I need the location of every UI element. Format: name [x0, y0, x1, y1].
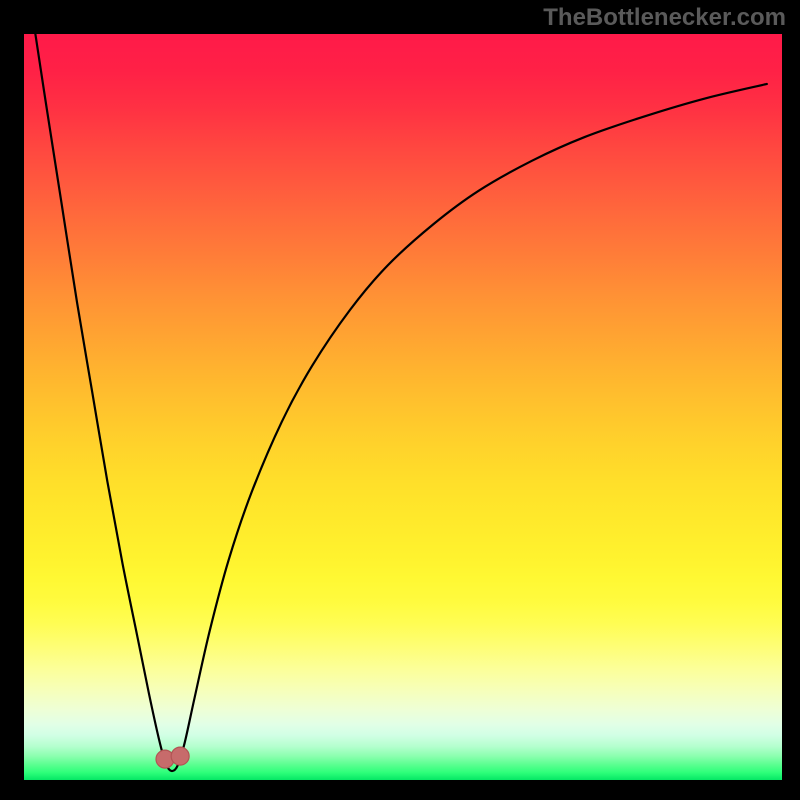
chart-root: TheBottlenecker.com — [0, 0, 800, 800]
watermark-label: TheBottlenecker.com — [543, 4, 786, 32]
plot-area — [24, 34, 782, 780]
